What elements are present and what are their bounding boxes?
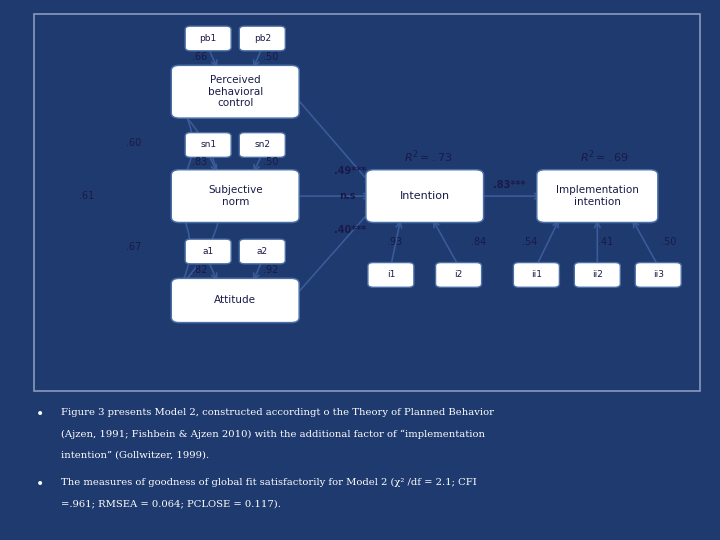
FancyBboxPatch shape: [368, 262, 414, 287]
Text: ii1: ii1: [531, 271, 542, 279]
FancyBboxPatch shape: [185, 133, 231, 157]
Text: .49***: .49***: [334, 166, 366, 176]
Text: $R^2 = .69$: $R^2 = .69$: [580, 148, 629, 165]
Text: •: •: [36, 478, 44, 492]
Text: .61: .61: [78, 191, 94, 201]
Text: Implementation
intention: Implementation intention: [556, 185, 639, 207]
Text: $R^2 = .73$: $R^2 = .73$: [404, 148, 452, 165]
Text: ii2: ii2: [592, 271, 603, 279]
Text: Figure 3 presents Model 2, constructed accordingt o the Theory of Planned Behavi: Figure 3 presents Model 2, constructed a…: [61, 408, 494, 417]
Text: i2: i2: [454, 271, 463, 279]
FancyBboxPatch shape: [513, 262, 559, 287]
Text: pb1: pb1: [199, 34, 217, 43]
Text: .92: .92: [263, 265, 278, 275]
Text: (Ajzen, 1991; Fishbein & Ajzen 2010) with the additional factor of “implementati: (Ajzen, 1991; Fishbein & Ajzen 2010) wit…: [61, 429, 485, 438]
Text: Perceived
behavioral
control: Perceived behavioral control: [207, 75, 263, 109]
Text: .60: .60: [126, 138, 141, 148]
Text: .67: .67: [126, 242, 141, 252]
FancyBboxPatch shape: [239, 133, 285, 157]
Text: .83***: .83***: [493, 180, 526, 191]
Text: .41: .41: [598, 237, 613, 247]
Text: .50: .50: [661, 237, 676, 247]
FancyBboxPatch shape: [536, 170, 658, 222]
Text: i1: i1: [387, 271, 395, 279]
FancyBboxPatch shape: [575, 262, 621, 287]
Text: .93: .93: [387, 237, 402, 247]
Text: .50: .50: [263, 157, 278, 167]
FancyBboxPatch shape: [185, 239, 231, 264]
Text: Subjective
norm: Subjective norm: [208, 185, 263, 207]
Text: Intention: Intention: [400, 191, 450, 201]
Text: intention” (Gollwitzer, 1999).: intention” (Gollwitzer, 1999).: [61, 451, 210, 460]
FancyBboxPatch shape: [239, 26, 285, 51]
Text: .50: .50: [263, 52, 278, 62]
Text: The measures of goodness of global fit satisfactorily for Model 2 (χ² /df = 2.1;: The measures of goodness of global fit s…: [61, 478, 477, 487]
Text: Attitude: Attitude: [215, 295, 256, 306]
Text: n.s: n.s: [338, 191, 355, 201]
FancyBboxPatch shape: [185, 26, 231, 51]
Text: ii3: ii3: [653, 271, 664, 279]
Text: .83: .83: [192, 157, 207, 167]
Text: sn2: sn2: [254, 140, 270, 150]
Text: sn1: sn1: [200, 140, 216, 150]
FancyBboxPatch shape: [171, 170, 300, 222]
Text: =.961; RMSEA = 0.064; PCLOSE = 0.117).: =.961; RMSEA = 0.064; PCLOSE = 0.117).: [61, 500, 281, 509]
Text: .66: .66: [192, 52, 207, 62]
FancyBboxPatch shape: [171, 278, 300, 322]
FancyBboxPatch shape: [239, 239, 285, 264]
FancyBboxPatch shape: [366, 170, 484, 222]
Text: .54: .54: [522, 237, 537, 247]
FancyBboxPatch shape: [436, 262, 482, 287]
Text: •: •: [36, 408, 44, 422]
FancyBboxPatch shape: [635, 262, 681, 287]
Text: pb2: pb2: [253, 34, 271, 43]
Text: a2: a2: [257, 247, 268, 256]
Text: .82: .82: [192, 265, 207, 275]
Text: .84: .84: [472, 237, 487, 247]
FancyBboxPatch shape: [171, 65, 300, 118]
Text: a1: a1: [202, 247, 214, 256]
Text: .40***: .40***: [334, 225, 366, 235]
